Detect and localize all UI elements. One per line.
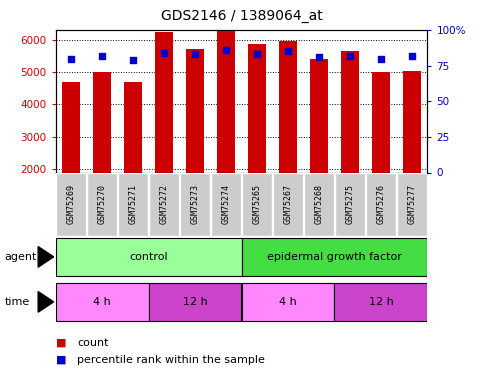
Point — [67, 56, 75, 62]
Point — [315, 54, 323, 60]
Text: ■: ■ — [56, 338, 66, 348]
Bar — [211, 173, 241, 236]
Text: GSM75274: GSM75274 — [222, 184, 230, 224]
Bar — [248, 44, 266, 172]
Text: count: count — [77, 338, 109, 348]
Bar — [335, 173, 365, 236]
Bar — [273, 173, 303, 236]
Bar — [242, 238, 427, 276]
Bar — [242, 173, 272, 236]
Bar — [334, 283, 427, 321]
Point — [129, 57, 137, 63]
Text: GSM75265: GSM75265 — [253, 184, 261, 224]
Bar — [149, 173, 179, 236]
Text: GSM75277: GSM75277 — [408, 184, 416, 224]
Bar — [186, 49, 204, 172]
Point — [346, 53, 354, 58]
Text: 12 h: 12 h — [369, 297, 393, 307]
Text: ■: ■ — [56, 355, 66, 365]
Bar — [279, 41, 297, 172]
Polygon shape — [38, 292, 54, 312]
Bar — [155, 32, 173, 172]
Bar — [118, 173, 148, 236]
Text: 4 h: 4 h — [93, 297, 111, 307]
Text: 12 h: 12 h — [183, 297, 207, 307]
Text: control: control — [129, 252, 168, 262]
Bar — [341, 51, 359, 172]
Bar — [366, 173, 396, 236]
Bar — [56, 173, 86, 236]
Bar — [62, 82, 80, 172]
Bar — [403, 72, 421, 172]
Bar — [242, 283, 334, 321]
Bar — [372, 72, 390, 172]
Text: GSM75271: GSM75271 — [128, 184, 138, 224]
Text: agent: agent — [5, 252, 37, 262]
Bar — [304, 173, 334, 236]
Text: GSM75275: GSM75275 — [345, 184, 355, 224]
Text: GSM75269: GSM75269 — [67, 184, 75, 224]
Point — [408, 53, 416, 58]
Text: GSM75267: GSM75267 — [284, 184, 293, 224]
Point — [160, 50, 168, 56]
Point — [284, 48, 292, 54]
Text: GSM75268: GSM75268 — [314, 184, 324, 224]
Point — [253, 51, 261, 57]
Text: GSM75272: GSM75272 — [159, 184, 169, 224]
Bar — [149, 283, 242, 321]
Point — [98, 53, 106, 58]
Bar — [56, 238, 242, 276]
Text: GSM75270: GSM75270 — [98, 184, 107, 224]
Bar — [397, 173, 427, 236]
Bar — [310, 58, 328, 172]
Text: 4 h: 4 h — [279, 297, 297, 307]
Bar — [56, 283, 149, 321]
Bar — [93, 72, 112, 172]
Text: time: time — [5, 297, 30, 307]
Bar — [87, 173, 117, 236]
Point — [377, 56, 385, 62]
Polygon shape — [38, 247, 54, 267]
Point — [222, 47, 230, 53]
Bar — [124, 82, 142, 172]
Point — [191, 51, 199, 57]
Bar — [180, 173, 210, 236]
Text: percentile rank within the sample: percentile rank within the sample — [77, 355, 265, 365]
Text: epidermal growth factor: epidermal growth factor — [267, 252, 402, 262]
Text: GSM75273: GSM75273 — [190, 184, 199, 224]
Bar — [217, 8, 235, 172]
Text: GDS2146 / 1389064_at: GDS2146 / 1389064_at — [161, 9, 322, 23]
Text: GSM75276: GSM75276 — [376, 184, 385, 224]
